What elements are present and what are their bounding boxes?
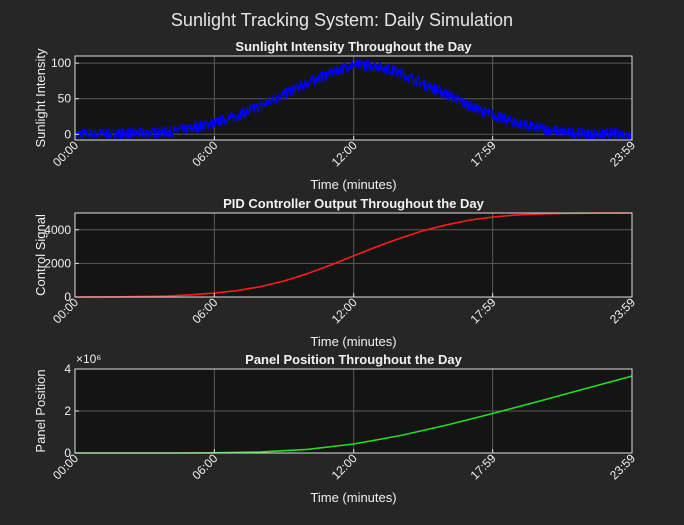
- x-tick-label: 23:59: [607, 451, 638, 482]
- x-tick-label: 00:00: [50, 295, 81, 326]
- chart-panel-3: 0 2 4 00:00 06:00 12:00 17:59 23:59 Panel Positi…: [33, 352, 638, 505]
- x-tick-label: 23:59: [607, 295, 638, 326]
- x-tick-label: 17:59: [468, 451, 499, 482]
- y-tick-label: 0: [64, 290, 71, 304]
- y-axis-label: Sunlight Intensity: [33, 48, 48, 148]
- x-tick-label: 17:59: [468, 138, 499, 169]
- x-tick-label: 06:00: [189, 451, 220, 482]
- y-tick-label: 4: [64, 362, 71, 376]
- y-tick-label: 2: [64, 404, 71, 418]
- y-tick-label: 100: [51, 56, 71, 70]
- x-tick-label: 06:00: [189, 138, 220, 169]
- figure-title: Sunlight Tracking System: Daily Simulati…: [171, 10, 513, 30]
- x-axis-label: Time (minutes): [310, 334, 396, 349]
- y-axis-label: Control Signal: [33, 214, 48, 296]
- chart-panel-2: 0 2000 4000 00:00 06:00 12:00 17:59 23:59 PID Co…: [33, 196, 638, 349]
- y-tick-label: 2000: [44, 256, 71, 270]
- y-tick-label: 4000: [44, 223, 71, 237]
- x-axis-label: Time (minutes): [310, 177, 396, 192]
- y-tick-label: 0: [64, 127, 71, 141]
- x-axis-label: Time (minutes): [310, 490, 396, 505]
- panel-title: PID Controller Output Throughout the Day: [223, 196, 484, 211]
- x-tick-label: 12:00: [329, 295, 360, 326]
- panel-title: Panel Position Throughout the Day: [245, 352, 462, 367]
- x-tick-label: 23:59: [607, 138, 638, 169]
- x-tick-label: 00:00: [50, 138, 81, 169]
- x-tick-label: 12:00: [329, 138, 360, 169]
- x-tick-label: 06:00: [189, 295, 220, 326]
- chart-panel-1: 0 50 100 00:00 06:00 12:00 17:59 23:59 Sunlight …: [33, 39, 638, 192]
- panel-title: Sunlight Intensity Throughout the Day: [235, 39, 472, 54]
- x-tick-label: 12:00: [329, 451, 360, 482]
- series-line-1: [74, 58, 633, 141]
- y-tick-label: 0: [64, 446, 71, 460]
- series-line-1: [74, 212, 633, 298]
- y-exponent-label: ×10⁶: [76, 352, 101, 366]
- y-axis-label: Panel Position: [33, 369, 48, 452]
- y-tick-label: 50: [58, 92, 72, 106]
- x-tick-label: 00:00: [50, 451, 81, 482]
- x-tick-label: 17:59: [468, 295, 499, 326]
